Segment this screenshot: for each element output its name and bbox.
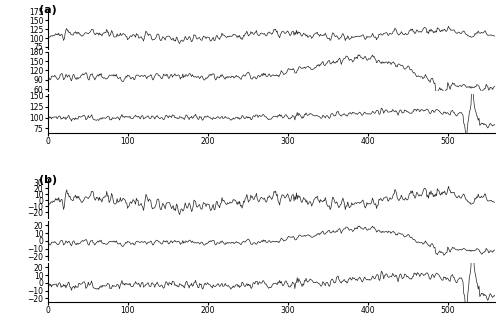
- Text: (b): (b): [38, 175, 56, 185]
- Text: (a): (a): [38, 5, 56, 15]
